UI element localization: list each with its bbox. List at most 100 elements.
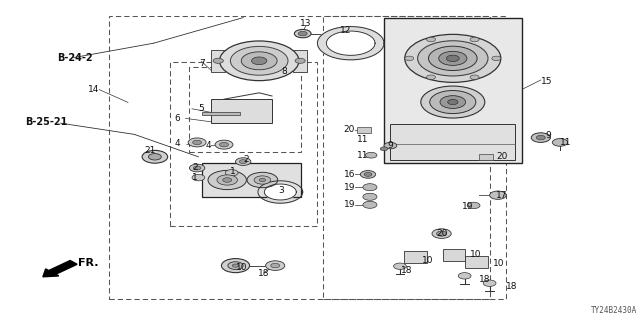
- Circle shape: [384, 142, 397, 149]
- Circle shape: [363, 201, 377, 208]
- Text: 21: 21: [145, 146, 156, 155]
- Circle shape: [394, 263, 406, 269]
- Circle shape: [440, 96, 466, 108]
- Circle shape: [436, 231, 447, 236]
- Polygon shape: [443, 249, 465, 261]
- Circle shape: [490, 191, 506, 199]
- Circle shape: [148, 154, 161, 160]
- Polygon shape: [202, 112, 240, 115]
- Circle shape: [228, 262, 243, 269]
- Text: 19: 19: [344, 200, 355, 209]
- Text: 20: 20: [344, 125, 355, 134]
- Text: 10: 10: [236, 263, 248, 272]
- Text: 18: 18: [506, 282, 517, 291]
- Text: 5: 5: [199, 104, 204, 113]
- Text: 18: 18: [401, 266, 412, 275]
- Circle shape: [447, 55, 460, 61]
- Text: 13: 13: [300, 20, 312, 28]
- Polygon shape: [465, 256, 488, 268]
- Text: B-24-2: B-24-2: [58, 52, 93, 63]
- Text: 10: 10: [493, 260, 504, 268]
- Circle shape: [236, 158, 251, 165]
- Circle shape: [254, 176, 271, 184]
- Circle shape: [294, 29, 311, 38]
- Circle shape: [470, 75, 479, 79]
- Text: 17: 17: [496, 191, 508, 200]
- Circle shape: [380, 147, 388, 151]
- Circle shape: [421, 86, 485, 118]
- Polygon shape: [390, 124, 515, 160]
- Text: 4: 4: [175, 140, 180, 148]
- Text: 4: 4: [205, 141, 211, 150]
- Circle shape: [360, 171, 376, 178]
- Circle shape: [247, 172, 278, 188]
- Circle shape: [220, 142, 228, 147]
- Circle shape: [429, 46, 477, 70]
- Circle shape: [271, 263, 280, 268]
- Text: B-25-21: B-25-21: [26, 116, 68, 127]
- Text: 16: 16: [344, 170, 355, 179]
- Polygon shape: [258, 181, 303, 203]
- Text: 3: 3: [279, 186, 284, 195]
- Circle shape: [208, 170, 246, 189]
- Text: FR.: FR.: [78, 258, 99, 268]
- Circle shape: [404, 56, 414, 60]
- Circle shape: [439, 51, 467, 65]
- Circle shape: [364, 172, 372, 176]
- Circle shape: [426, 37, 435, 42]
- Circle shape: [221, 259, 250, 273]
- Text: 12: 12: [340, 26, 351, 35]
- Circle shape: [192, 174, 205, 181]
- Circle shape: [188, 138, 206, 147]
- Text: 10: 10: [470, 250, 482, 259]
- Polygon shape: [317, 27, 384, 60]
- Text: 11: 11: [356, 135, 368, 144]
- Text: 11: 11: [560, 138, 572, 147]
- Text: 18: 18: [258, 269, 269, 278]
- Circle shape: [363, 193, 377, 200]
- Text: 9: 9: [545, 132, 551, 140]
- Circle shape: [213, 58, 223, 63]
- Circle shape: [215, 140, 233, 149]
- Text: 9: 9: [387, 141, 393, 150]
- Circle shape: [189, 164, 205, 172]
- Polygon shape: [293, 50, 307, 72]
- Circle shape: [266, 261, 285, 270]
- Text: 19: 19: [344, 183, 355, 192]
- Circle shape: [405, 34, 501, 82]
- Text: 2: 2: [243, 156, 249, 164]
- Circle shape: [531, 133, 550, 142]
- Circle shape: [426, 75, 435, 79]
- Circle shape: [193, 140, 202, 145]
- Circle shape: [458, 273, 471, 279]
- Polygon shape: [357, 127, 371, 133]
- Text: 1: 1: [193, 173, 198, 182]
- Polygon shape: [384, 18, 522, 163]
- Text: 7: 7: [199, 60, 204, 68]
- Text: 10: 10: [422, 256, 433, 265]
- Circle shape: [193, 166, 201, 170]
- Circle shape: [225, 170, 238, 176]
- Circle shape: [483, 280, 496, 286]
- Circle shape: [467, 202, 480, 209]
- Text: 19: 19: [462, 202, 474, 211]
- Text: 18: 18: [479, 276, 490, 284]
- Circle shape: [418, 41, 488, 76]
- Circle shape: [241, 52, 277, 70]
- Circle shape: [217, 175, 237, 185]
- Circle shape: [430, 91, 476, 114]
- Circle shape: [432, 229, 451, 238]
- Circle shape: [470, 37, 479, 42]
- FancyArrow shape: [43, 260, 77, 277]
- Polygon shape: [202, 163, 301, 197]
- Circle shape: [295, 58, 305, 63]
- Circle shape: [536, 135, 545, 140]
- Text: TY24B2430A: TY24B2430A: [591, 306, 637, 315]
- Circle shape: [252, 57, 267, 65]
- Circle shape: [259, 179, 266, 181]
- Text: 11: 11: [356, 151, 368, 160]
- Circle shape: [239, 160, 247, 164]
- Circle shape: [298, 31, 307, 36]
- Circle shape: [492, 56, 501, 60]
- Circle shape: [232, 264, 239, 267]
